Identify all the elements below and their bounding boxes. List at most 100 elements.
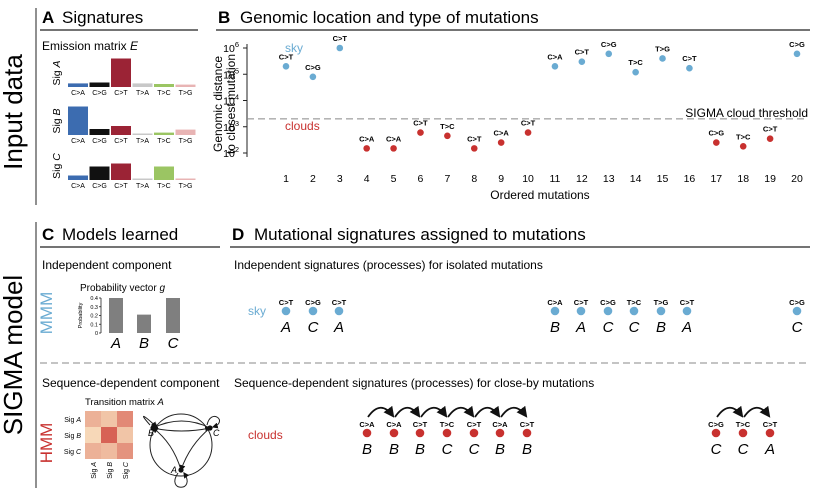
mutation-type-label: T>C (736, 132, 751, 141)
sig-category-label: T>C (157, 183, 170, 190)
data-point (470, 145, 478, 152)
sig-bar (154, 166, 174, 180)
x-tick-label: 16 (684, 173, 696, 185)
panel-c-letter: C (42, 225, 54, 244)
assigned-mutation-type: C>T (413, 420, 428, 429)
trans-cell (101, 427, 117, 443)
sig-bar (175, 84, 196, 87)
assigned-mutation (765, 428, 775, 438)
sig-bar (89, 166, 110, 180)
sig-category-label: T>A (136, 183, 149, 190)
x-tick-label: 13 (603, 173, 615, 185)
transition-arrow (474, 405, 501, 418)
assigned-mutation-type: C>T (332, 298, 347, 307)
data-point (632, 68, 639, 76)
assigned-mutation (522, 428, 532, 438)
assigned-signature: A (764, 441, 775, 458)
data-point (659, 55, 666, 62)
trans-cell (85, 411, 101, 427)
threshold-label: SIGMA cloud threshold (685, 106, 808, 120)
data-point (713, 139, 720, 146)
assigned-signature: B (522, 441, 532, 458)
clouds-label: clouds (285, 119, 320, 133)
state-node (178, 467, 184, 473)
assigned-signature: B (656, 319, 666, 336)
prob-tick-label: 0.2 (90, 314, 98, 320)
state-node-label: C (213, 428, 220, 438)
assigned-mutation (495, 428, 505, 438)
mutation-type-label: C>G (708, 129, 724, 138)
sig-category-label: T>C (157, 138, 170, 145)
probability-chart: 0.4 0.3 0.2 0.1 0 Probability A B C (78, 296, 180, 352)
side-label-input-data: Input data (0, 54, 28, 170)
sig-bar (89, 82, 110, 87)
sig-category-label: T>G (179, 138, 193, 145)
mutation-type-label: C>A (547, 52, 563, 61)
sig-category-label: C>T (114, 138, 128, 145)
sig-bar (175, 129, 196, 135)
assigned-mutation-type: C>G (789, 298, 805, 307)
trans-row-label: Sig B (64, 433, 81, 440)
transition-arrow (420, 405, 448, 418)
sig-category-label: C>G (92, 90, 107, 97)
assigned-mutation-type: C>A (386, 420, 402, 429)
assigned-mutation-type: T>G (654, 298, 669, 307)
assigned-signature: C (738, 441, 749, 458)
panel-d: D Mutational signatures assigned to muta… (230, 225, 810, 458)
trans-cell (101, 411, 117, 427)
state-self-loop (174, 472, 190, 488)
x-tick-label: 18 (737, 173, 749, 185)
trans-cell (117, 443, 133, 459)
panel-d-title: Mutational signatures assigned to mutati… (254, 225, 586, 244)
sig-category-label: T>C (157, 90, 170, 97)
x-tick-label: 3 (337, 173, 343, 185)
assigned-mutation-type: C>A (359, 420, 375, 429)
assigned-mutation-type: C>G (305, 298, 321, 307)
assigned-mutation-type: C>T (680, 298, 695, 307)
x-tick-label: 7 (444, 173, 450, 185)
transition-arrow (367, 405, 395, 418)
mutation-type-label: C>A (386, 134, 402, 143)
sig-category-label: C>G (92, 138, 107, 145)
state-self-loop (206, 415, 220, 429)
panel-a: A Signatures Emission matrix E Sig A C>A C… (40, 8, 198, 190)
assigned-mutation (281, 306, 291, 316)
assigned-mutation (711, 428, 721, 438)
x-tick-label: 17 (710, 173, 722, 185)
sig-category-label: T>A (136, 138, 149, 145)
indep-component-title: Independent component (42, 258, 172, 272)
data-point (524, 129, 532, 136)
data-point (309, 73, 317, 81)
assigned-signature: B (362, 441, 372, 458)
sig-bar (68, 83, 88, 87)
prob-tick-label: 0.1 (90, 322, 98, 328)
data-point (417, 129, 424, 136)
sig-category-label: T>A (136, 90, 149, 97)
data-point (551, 63, 559, 70)
panel-b: B Genomic location and type of mutations… (211, 8, 810, 202)
assigned-mutation (442, 428, 452, 438)
prob-bar (137, 314, 151, 333)
trans-cell (117, 411, 133, 427)
side-label-sigma-model: SIGMA model (0, 275, 28, 435)
x-tick-label: 12 (576, 173, 588, 185)
prob-category: A (110, 335, 121, 352)
state-graph: B C A (143, 413, 220, 488)
panel-d-letter: D (232, 225, 244, 244)
x-tick-label: 6 (418, 173, 424, 185)
assigned-signature: A (681, 319, 692, 336)
assigned-mutation (792, 306, 802, 316)
state-ring (149, 413, 213, 477)
data-point (390, 145, 397, 152)
assignments: C>T A C>G C C>T A C>A B C>T A C>G C T>C C T>G B C>T A C>G C… (279, 298, 805, 458)
mutation-type-label: C>T (521, 119, 536, 128)
assigned-mutation (682, 306, 692, 316)
assigned-signature: C (308, 319, 319, 336)
assigned-mutation (308, 306, 318, 316)
data-point (578, 58, 586, 66)
assigned-mutation-type: C>G (708, 420, 724, 429)
prob-tick-label: 0.4 (90, 296, 98, 302)
mutation-type-label: T>C (440, 122, 455, 131)
indep-signatures-title: Independent signatures (processes) for i… (234, 258, 543, 272)
